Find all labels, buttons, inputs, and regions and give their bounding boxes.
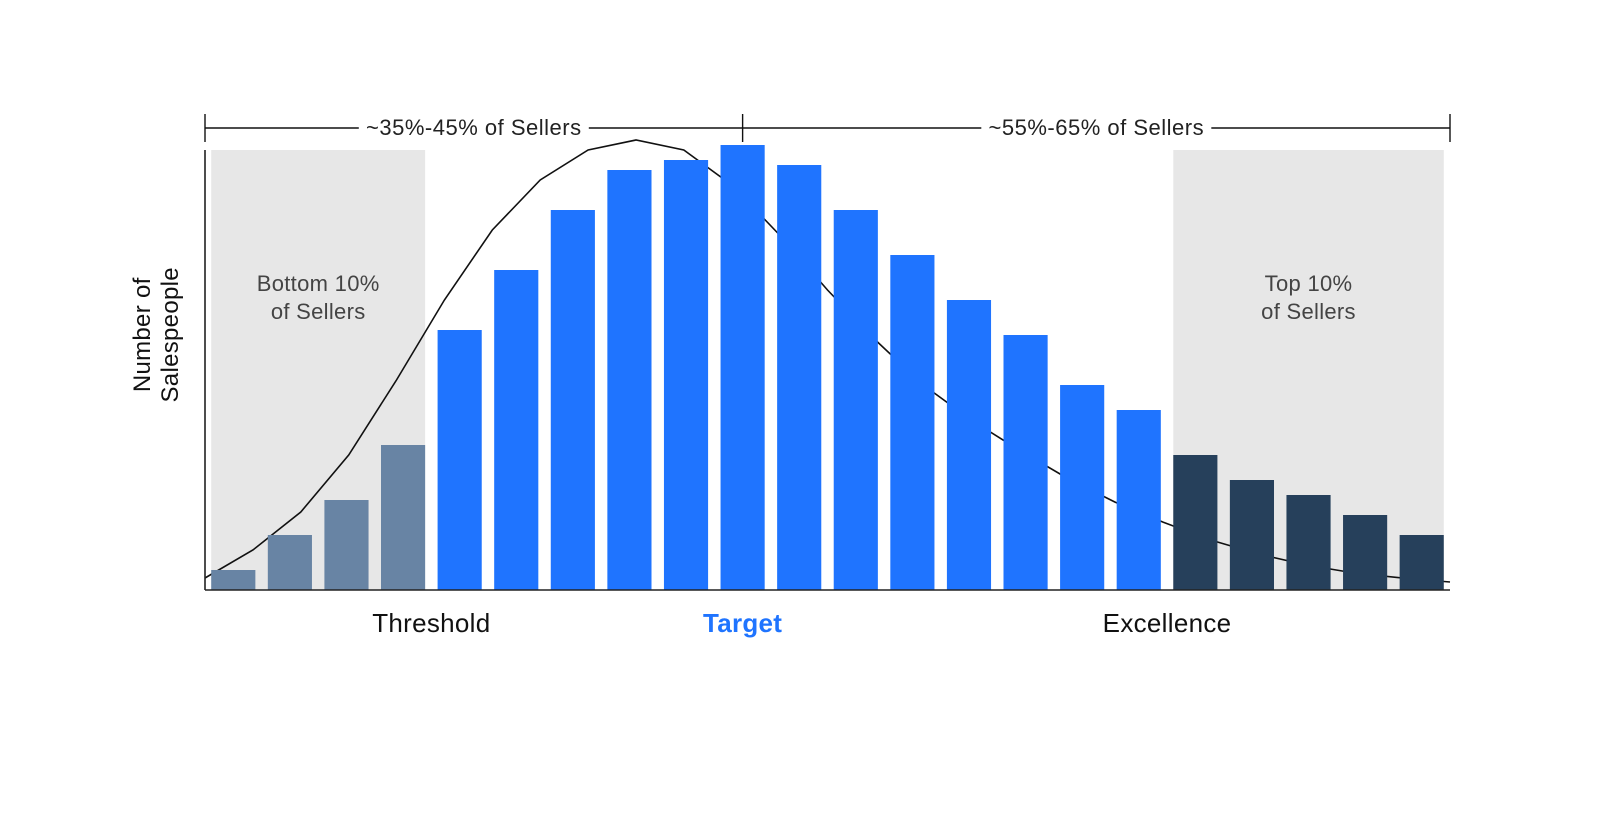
bar <box>777 165 821 590</box>
bar <box>664 160 708 590</box>
bar <box>834 210 878 590</box>
bar <box>1060 385 1104 590</box>
bar <box>1400 535 1444 590</box>
bar <box>1173 455 1217 590</box>
bar <box>1343 515 1387 590</box>
bar <box>381 445 425 590</box>
bar <box>494 270 538 590</box>
distribution-chart: ~35%-45% of Sellers~55%-65% of SellersBo… <box>0 0 1600 818</box>
bar <box>1003 335 1047 590</box>
bar <box>1286 495 1330 590</box>
bar <box>324 500 368 590</box>
y-axis-label: Number ofSalespeople <box>129 267 184 402</box>
bar <box>1230 480 1274 590</box>
range-right-label: ~55%-65% of Sellers <box>989 115 1205 140</box>
bar <box>947 300 991 590</box>
bar <box>268 535 312 590</box>
x-axis-label: Threshold <box>372 608 490 638</box>
x-axis-label: Excellence <box>1103 608 1232 638</box>
x-axis-label: Target <box>703 608 782 638</box>
bar <box>438 330 482 590</box>
bar <box>1117 410 1161 590</box>
bar <box>607 170 651 590</box>
range-bracket: ~35%-45% of Sellers ~55%-65% of Sellers <box>205 114 1450 142</box>
bar <box>551 210 595 590</box>
bar <box>890 255 934 590</box>
range-left-label: ~35%-45% of Sellers <box>366 115 582 140</box>
bar <box>721 145 765 590</box>
bar <box>211 570 255 590</box>
